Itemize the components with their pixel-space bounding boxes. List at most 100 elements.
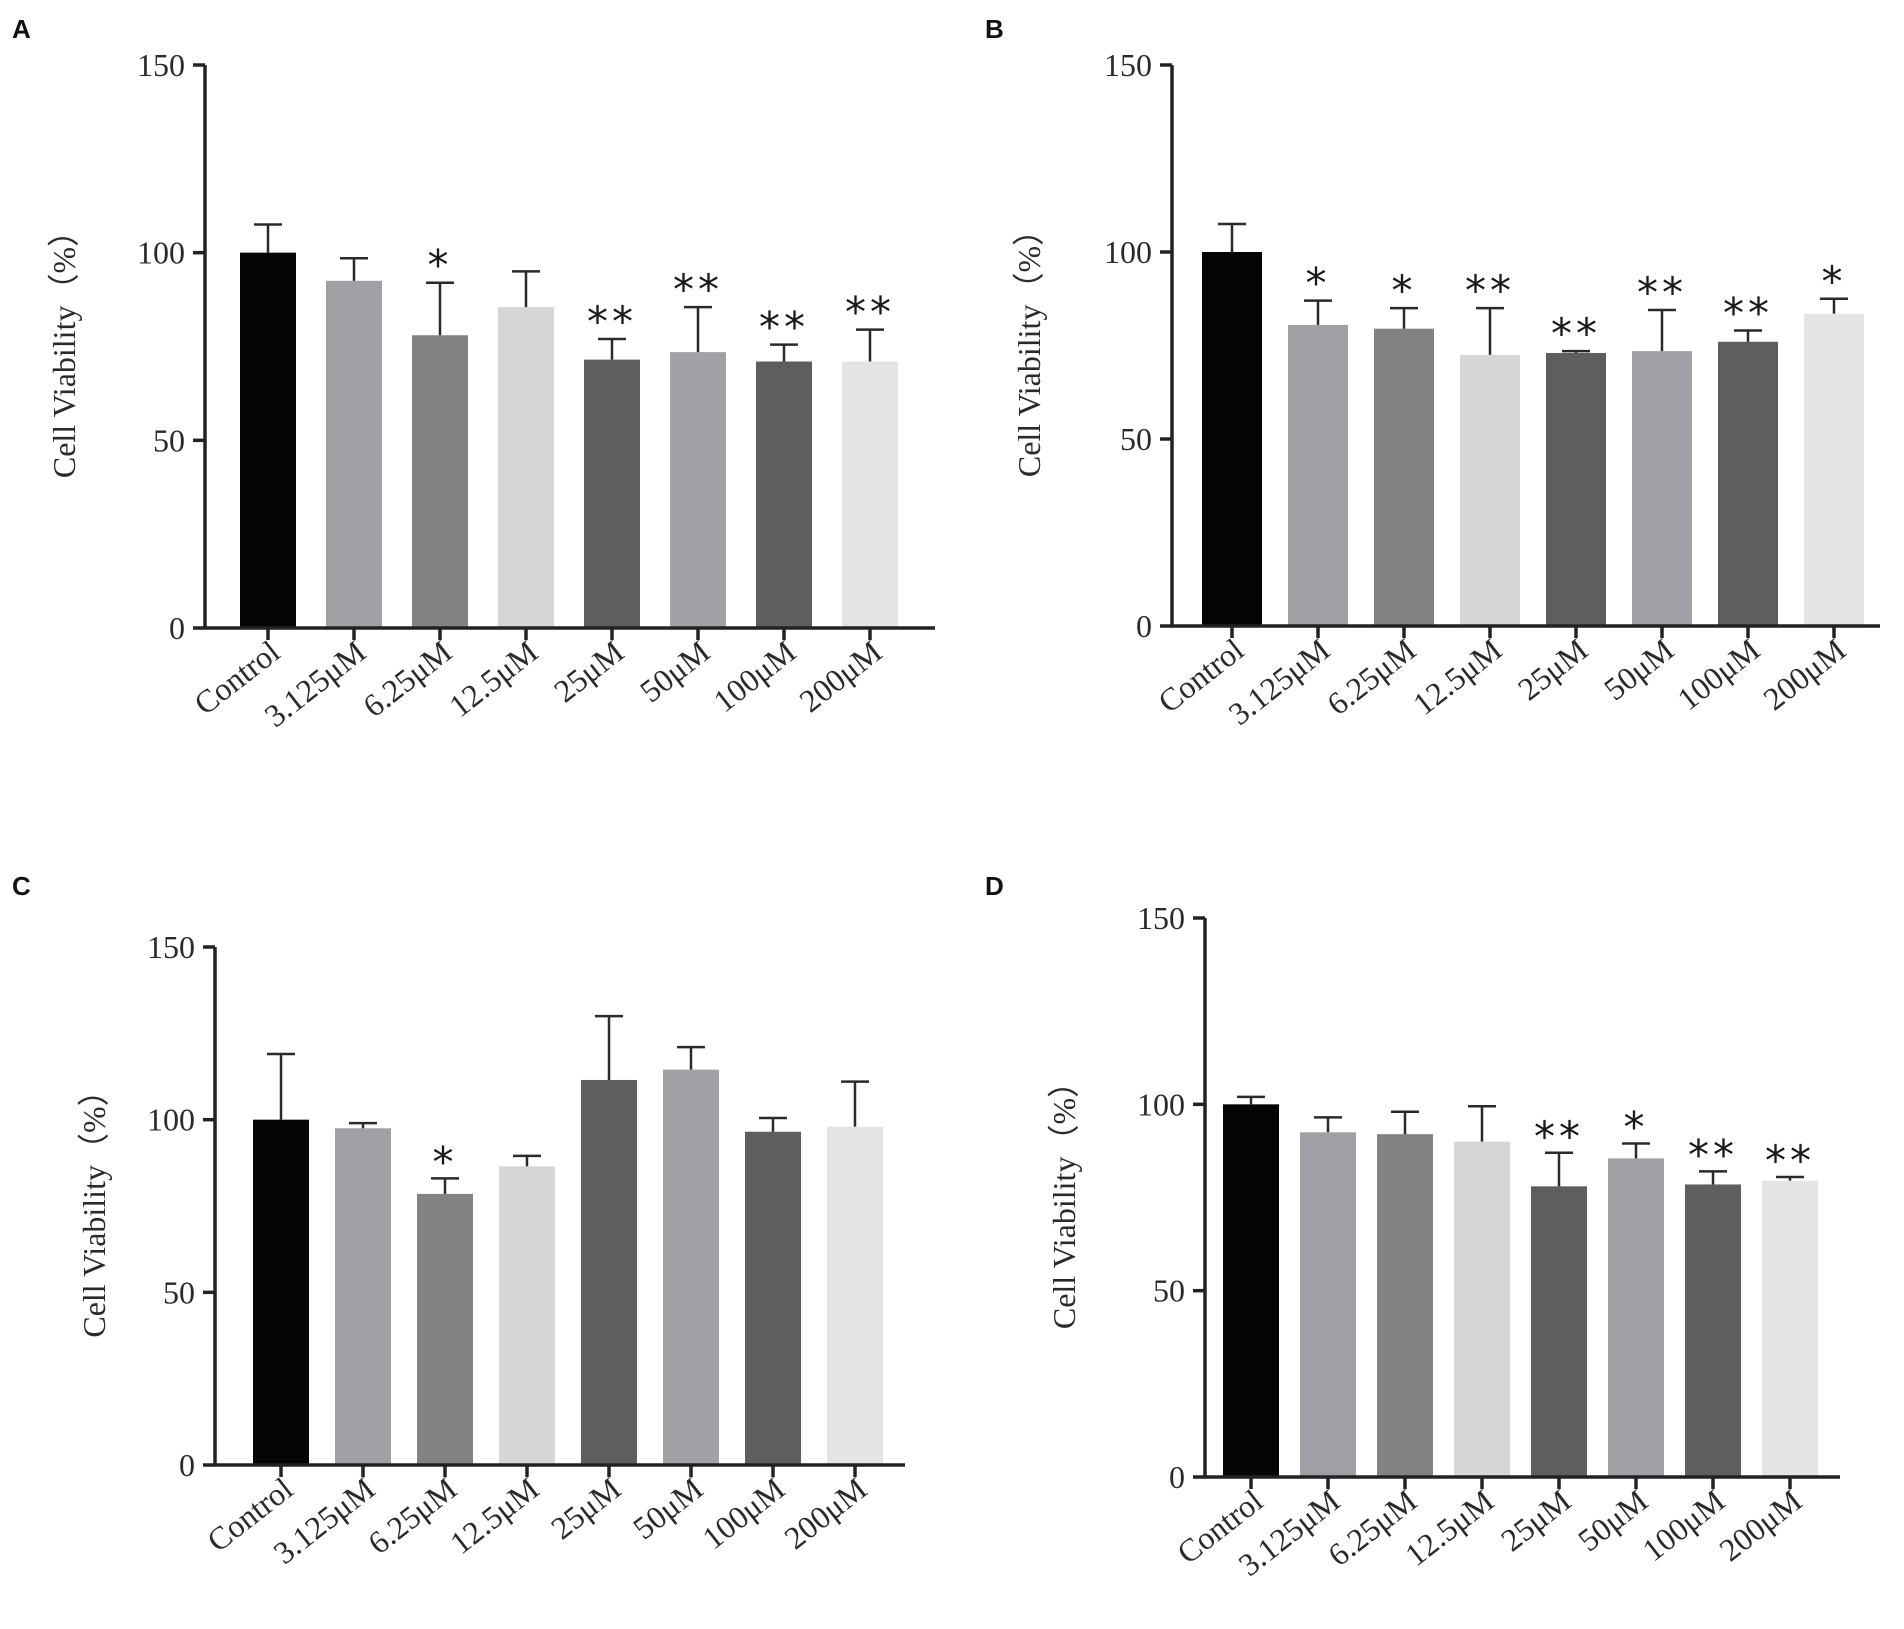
significance-marker: * <box>1624 1102 1649 1151</box>
significance-marker: ** <box>1465 266 1515 315</box>
bar-25-m <box>1546 352 1606 626</box>
y-axis-title: Cell Viability（%） <box>76 1074 112 1337</box>
bar-12-5-m <box>499 1166 555 1465</box>
y-tick-label: 0 <box>1136 608 1152 644</box>
x-tick-label: 200μM <box>1712 1482 1808 1568</box>
y-tick-label: 0 <box>169 610 185 646</box>
significance-marker: ** <box>1765 1136 1815 1185</box>
x-tick-label: 200μM <box>792 633 888 719</box>
bar-50-m <box>1632 351 1692 626</box>
bar-100-m <box>745 1131 801 1465</box>
y-tick-label: 150 <box>1104 47 1152 83</box>
x-tick-label: 25μM <box>1511 631 1594 707</box>
bar-100-m <box>1685 1184 1741 1477</box>
y-tick-label: 50 <box>163 1274 195 1310</box>
bar-6-25-m <box>412 335 468 628</box>
y-tick-label: 150 <box>137 47 185 83</box>
y-tick-label: 100 <box>1137 1086 1185 1122</box>
bar-control <box>1223 1104 1279 1477</box>
x-tick-label: 12.5μM <box>442 633 544 724</box>
bar-control <box>253 1119 309 1465</box>
x-tick-label: 12.5μM <box>1398 1482 1500 1573</box>
x-tick-label: 12.5μM <box>443 1470 545 1561</box>
y-tick-label: 100 <box>1104 234 1152 270</box>
y-tick-label: 100 <box>137 235 185 271</box>
bar-200-m <box>1762 1180 1818 1477</box>
bar-12-5-m <box>498 307 554 628</box>
significance-marker: ** <box>1551 309 1601 358</box>
x-tick-label: 6.25μM <box>356 633 458 724</box>
x-tick-label: 50μM <box>633 633 716 709</box>
y-tick-label: 150 <box>1137 900 1185 936</box>
y-tick-label: 150 <box>147 929 195 965</box>
y-axis-title: Cell Viability（%） <box>1046 1066 1082 1329</box>
x-tick-label: 25μM <box>1494 1482 1577 1558</box>
bar-200-m <box>1804 313 1864 626</box>
y-tick-label: 50 <box>153 422 185 458</box>
x-tick-label: 6.25μM <box>1320 631 1422 722</box>
y-tick-label: 50 <box>1153 1273 1185 1309</box>
bar-50-m <box>663 1069 719 1465</box>
bar-50-m <box>1608 1158 1664 1477</box>
y-axis-title: Cell Viability（%） <box>46 215 82 478</box>
bar-12-5-m <box>1460 354 1520 626</box>
panel-label: D <box>985 871 1004 901</box>
bar-3-125-m <box>1300 1132 1356 1477</box>
x-tick-label: 6.25μM <box>1321 1482 1423 1573</box>
x-tick-label: 6.25μM <box>361 1470 463 1561</box>
y-tick-label: 50 <box>1120 421 1152 457</box>
x-tick-label: 50μM <box>1597 631 1680 707</box>
significance-marker: * <box>1822 257 1847 306</box>
x-tick-label: 100μM <box>695 1470 791 1556</box>
significance-marker: ** <box>587 297 637 346</box>
bar-25-m <box>1531 1186 1587 1477</box>
x-tick-label: 100μM <box>706 633 802 719</box>
bar-50-m <box>670 352 726 628</box>
x-tick-label: 25μM <box>547 633 630 709</box>
bar-6-25-m <box>417 1193 473 1465</box>
bar-200-m <box>842 361 898 628</box>
bar-100-m <box>1718 341 1778 626</box>
x-tick-label: 200μM <box>1756 631 1852 717</box>
bar-control <box>240 252 296 628</box>
x-tick-label: 12.5μM <box>1406 631 1508 722</box>
significance-marker: * <box>433 1137 458 1186</box>
y-axis-title: Cell Viability（%） <box>1011 214 1047 477</box>
significance-marker: ** <box>845 288 895 337</box>
panel-label: A <box>12 14 31 44</box>
bar-6-25-m <box>1374 328 1434 626</box>
y-tick-label: 0 <box>1169 1459 1185 1495</box>
significance-marker: ** <box>673 265 723 314</box>
significance-marker: ** <box>1723 289 1773 338</box>
panel-label: B <box>985 14 1004 44</box>
bar-200-m <box>827 1126 883 1465</box>
bar-6-25-m <box>1377 1134 1433 1477</box>
bar-12-5-m <box>1454 1141 1510 1477</box>
y-tick-label: 0 <box>179 1447 195 1483</box>
bar-control <box>1202 252 1262 626</box>
bar-3-125-m <box>1288 324 1348 626</box>
bar-3-125-m <box>326 280 382 628</box>
significance-marker: ** <box>1534 1112 1584 1161</box>
x-tick-label: 100μM <box>1635 1482 1731 1568</box>
x-tick-label: 25μM <box>544 1470 627 1546</box>
significance-marker: * <box>1306 259 1331 308</box>
significance-marker: ** <box>1637 268 1687 317</box>
y-tick-label: 100 <box>147 1102 195 1138</box>
significance-marker: ** <box>759 303 809 352</box>
significance-marker: * <box>428 241 453 290</box>
bar-100-m <box>756 361 812 628</box>
significance-marker: ** <box>1688 1130 1738 1179</box>
x-tick-label: 100μM <box>1670 631 1766 717</box>
bar-25-m <box>584 359 640 628</box>
bar-25-m <box>581 1079 637 1465</box>
significance-marker: * <box>1392 266 1417 315</box>
x-tick-label: 200μM <box>777 1470 873 1556</box>
bar-3-125-m <box>335 1128 391 1465</box>
x-tick-label: 50μM <box>626 1470 709 1546</box>
